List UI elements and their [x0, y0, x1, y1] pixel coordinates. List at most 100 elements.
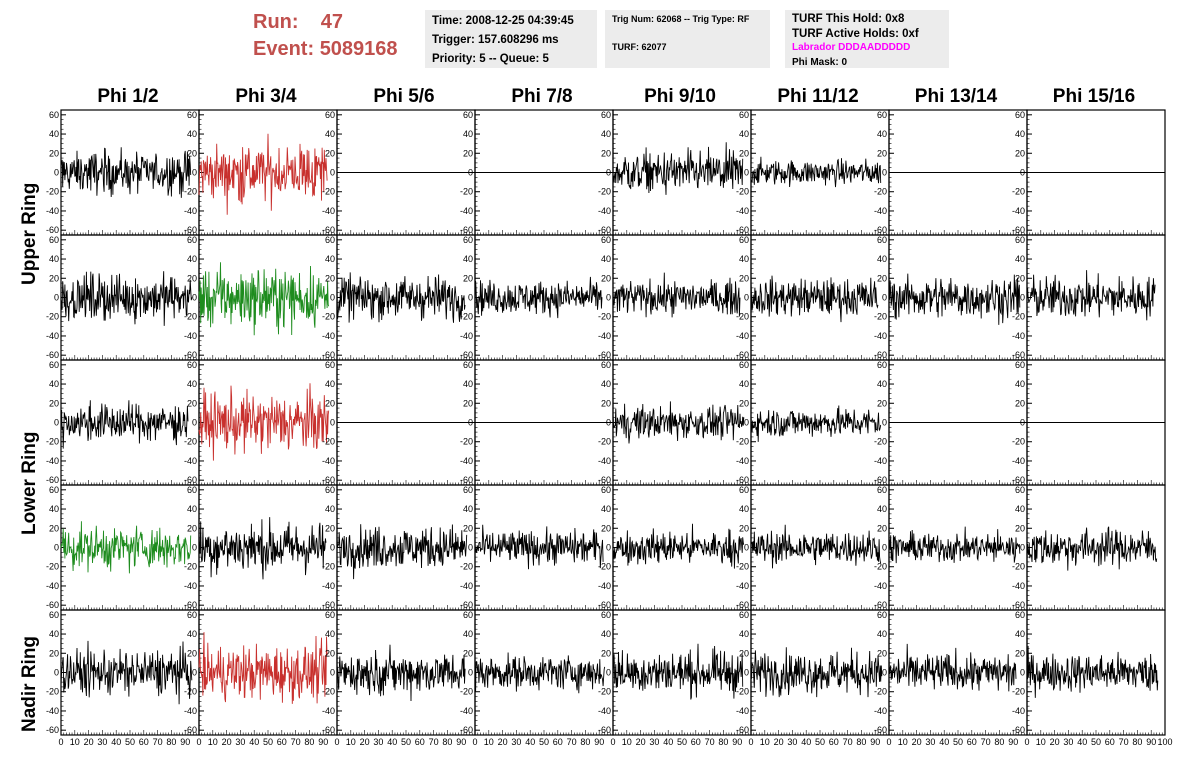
y-tick-label: -40 — [46, 456, 59, 466]
y-tick-label: -40 — [736, 456, 749, 466]
run-value: 47 — [320, 11, 344, 33]
y-tick-label: -40 — [46, 206, 59, 216]
waveform-trace — [888, 643, 1017, 692]
column-header-phi-11-12: Phi 11/12 — [777, 86, 859, 107]
waveform-trace — [60, 147, 192, 198]
y-tick-label: 20 — [187, 523, 197, 533]
waveform-trace — [750, 524, 882, 569]
y-tick-label: 0 — [54, 543, 59, 553]
y-tick-label: -40 — [322, 331, 335, 341]
x-tick-label: 0 — [58, 737, 63, 747]
run-event-block: Run: 47 Event: 5089168 — [253, 9, 398, 63]
x-tick-label: 80 — [304, 737, 314, 747]
y-tick-label: 60 — [877, 235, 887, 245]
y-tick-label: 0 — [192, 418, 197, 428]
x-tick-label: 80 — [856, 737, 866, 747]
y-tick-label: -20 — [46, 312, 59, 322]
x-tick-label: 20 — [774, 737, 784, 747]
x-tick-label: 50 — [539, 737, 549, 747]
waveform-trace — [336, 272, 466, 323]
y-tick-label: 20 — [49, 273, 59, 283]
y-tick-label: -20 — [184, 187, 197, 197]
trigger-text: Trigger: 157.608296 ms — [432, 34, 559, 46]
y-tick-label: -60 — [874, 725, 887, 735]
x-tick-label: 70 — [981, 737, 991, 747]
x-tick-label: 10 — [346, 737, 356, 747]
y-tick-label: 60 — [325, 235, 335, 245]
x-tick-label: 30 — [373, 737, 383, 747]
y-tick-label: 60 — [49, 610, 59, 620]
x-tick-label: 10 — [622, 737, 632, 747]
y-tick-label: 20 — [325, 148, 335, 158]
waveform-trace — [198, 383, 330, 461]
x-tick-label: 80 — [166, 737, 176, 747]
y-tick-label: -40 — [184, 581, 197, 591]
y-tick-label: -60 — [46, 600, 59, 610]
run-line: Run: 47 — [253, 9, 398, 36]
x-tick-label: 90 — [180, 737, 190, 747]
y-tick-label: 0 — [882, 668, 887, 678]
y-tick-label: 0 — [192, 543, 197, 553]
x-tick-label: 50 — [677, 737, 687, 747]
y-tick-label: 40 — [49, 629, 59, 639]
y-tick-label: 0 — [606, 418, 611, 428]
y-tick-label: 60 — [1015, 610, 1025, 620]
y-tick-label: -40 — [1012, 706, 1025, 716]
column-header-phi-15-16: Phi 15/16 — [1052, 86, 1136, 107]
y-tick-label: 60 — [187, 110, 197, 120]
y-tick-label: 20 — [877, 148, 887, 158]
y-tick-label: -20 — [322, 437, 335, 447]
waveform-trace — [750, 405, 882, 442]
labrador-text: Labrador DDDAADDDDD — [792, 42, 911, 53]
y-tick-label: 20 — [49, 648, 59, 658]
y-tick-label: 20 — [1015, 398, 1025, 408]
x-tick-label: 80 — [994, 737, 1004, 747]
y-tick-label: 40 — [187, 629, 197, 639]
y-tick-label: -60 — [598, 475, 611, 485]
y-tick-label: 40 — [463, 629, 473, 639]
y-tick-label: 0 — [330, 668, 335, 678]
y-tick-label: 40 — [877, 129, 887, 139]
column-header-phi-1-2: Phi 1/2 — [97, 86, 159, 107]
waveform-trace — [750, 647, 883, 698]
y-tick-label: -60 — [874, 600, 887, 610]
y-tick-label: 40 — [49, 504, 59, 514]
x-tick-label: 20 — [84, 737, 94, 747]
y-tick-label: 20 — [1015, 523, 1025, 533]
y-tick-label: -20 — [322, 187, 335, 197]
y-tick-label: -60 — [460, 725, 473, 735]
y-tick-label: 40 — [877, 629, 887, 639]
y-tick-label: 20 — [187, 398, 197, 408]
y-tick-label: -40 — [322, 456, 335, 466]
column-header-phi-7-8: Phi 7/8 — [511, 86, 573, 107]
y-tick-label: 60 — [739, 360, 749, 370]
y-tick-label: -20 — [460, 687, 473, 697]
waveform-trace — [60, 521, 192, 574]
y-tick-label: 60 — [325, 110, 335, 120]
y-tick-label: -20 — [874, 437, 887, 447]
y-tick-label: -40 — [460, 206, 473, 216]
y-tick-label: 0 — [468, 293, 473, 303]
y-tick-label: 40 — [601, 379, 611, 389]
y-tick-label: 0 — [192, 168, 197, 178]
y-tick-label: 60 — [739, 110, 749, 120]
x-tick-label: 60 — [415, 737, 425, 747]
y-tick-label: -60 — [46, 225, 59, 235]
y-tick-label: 0 — [468, 668, 473, 678]
y-tick-label: -20 — [322, 312, 335, 322]
y-tick-label: -20 — [736, 437, 749, 447]
y-tick-label: -60 — [1012, 600, 1025, 610]
y-tick-label: 60 — [49, 485, 59, 495]
y-tick-label: 0 — [744, 543, 749, 553]
waveform-trace — [198, 133, 328, 215]
y-tick-label: 20 — [49, 398, 59, 408]
y-tick-label: 40 — [49, 129, 59, 139]
x-tick-label: 20 — [636, 737, 646, 747]
y-tick-label: 20 — [325, 523, 335, 533]
y-tick-label: -60 — [598, 725, 611, 735]
y-tick-label: 20 — [463, 523, 473, 533]
x-tick-label: 40 — [939, 737, 949, 747]
y-tick-label: 20 — [325, 648, 335, 658]
y-tick-label: 40 — [325, 629, 335, 639]
y-tick-label: 20 — [601, 648, 611, 658]
